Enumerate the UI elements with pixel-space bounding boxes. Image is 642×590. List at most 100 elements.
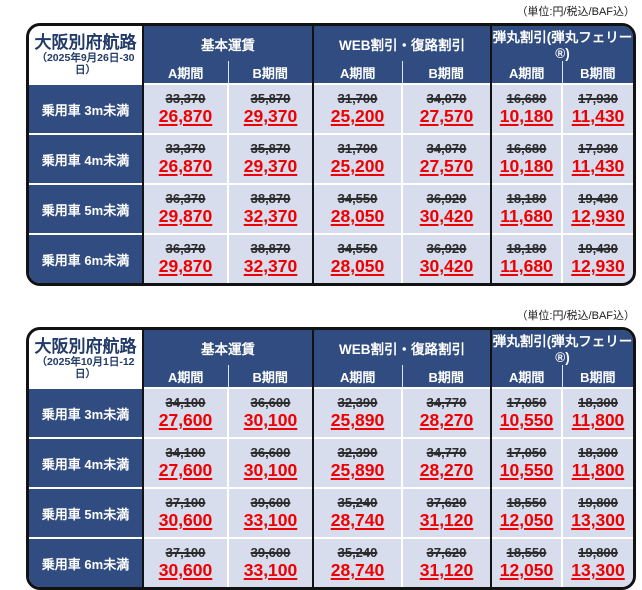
fare-cell: 19,430 12,930 (560, 183, 633, 234)
group-header-basic-fare: 基本運賃 (142, 330, 313, 365)
fare-old: 35,240 (337, 495, 378, 510)
fare-new: 11,430 (571, 156, 625, 176)
fare-old: 18,550 (506, 545, 547, 560)
unit-note: （単位:円/税込/BAF込） (516, 6, 635, 18)
fare-new: 12,930 (571, 256, 625, 276)
fare-cell: 34,070 27,570 (401, 83, 491, 134)
col-header-b: B期間 (561, 365, 633, 388)
fare-old: 19,800 (578, 545, 618, 560)
route-title-cell: 大阪別府航路 （2025年9月26日-30日） (29, 26, 143, 84)
fare-old: 36,370 (165, 241, 206, 256)
col-header-b: B期間 (401, 365, 491, 388)
fare-cell: 39,600 33,100 (227, 487, 313, 538)
fare-old: 34,100 (165, 395, 206, 410)
table-row: 乗用車 4m未満 33,370 26,870 35,870 29,370 31,70… (29, 133, 633, 184)
fare-old: 34,770 (426, 445, 467, 460)
fare-old: 34,550 (337, 241, 378, 256)
fare-cell: 16,680 10,180 (490, 83, 562, 134)
fare-new: 10,180 (499, 106, 554, 126)
period-header-row: A期間 B期間 A期間 B期間 A期間 B期間 (29, 365, 633, 388)
fare-new: 12,050 (499, 510, 554, 530)
fare-table-october: 大阪別府航路 （2025年10月1日-12日） 基本運賃 WEB割引・復路割引 … (26, 327, 636, 590)
fare-old: 39,600 (250, 495, 291, 510)
fare-cell: 18,550 12,050 (490, 487, 562, 538)
fare-old: 18,180 (506, 191, 547, 206)
fare-new: 25,200 (330, 106, 385, 126)
fare-cell: 38,870 32,370 (227, 233, 313, 283)
fare-new: 13,300 (571, 560, 625, 580)
fare-new: 33,100 (243, 510, 298, 530)
fare-cell: 35,240 28,740 (312, 537, 402, 587)
table-row: 乗用車 3m未満 33,370 26,870 35,870 29,370 31,70… (29, 83, 633, 134)
fare-new: 30,100 (243, 460, 298, 480)
fare-new: 30,600 (158, 560, 213, 580)
group-header-web-discount: WEB割引・復路割引 (312, 330, 491, 365)
fare-new: 12,050 (499, 560, 554, 580)
fare-new: 25,890 (330, 410, 385, 430)
fare-new: 28,740 (330, 510, 385, 530)
fare-new: 25,200 (330, 156, 385, 176)
fare-new: 25,890 (330, 460, 385, 480)
fare-table-september: 大阪別府航路 （2025年9月26日-30日） 基本運賃 WEB割引・復路割引 … (26, 23, 636, 286)
fare-cell: 34,070 27,570 (401, 133, 491, 184)
row-label: 乗用車 6m未満 (29, 537, 143, 587)
fare-old: 34,770 (426, 395, 467, 410)
fare-new: 28,270 (419, 410, 474, 430)
col-header-a: A期間 (142, 365, 228, 388)
fare-cell: 17,050 10,550 (490, 387, 562, 438)
route-title-cell: 大阪別府航路 （2025年10月1日-12日） (29, 330, 143, 388)
fare-old: 19,430 (578, 191, 618, 206)
fare-cell: 37,620 31,120 (401, 487, 491, 538)
fare-cell: 34,100 27,600 (142, 437, 228, 488)
fare-cell: 17,050 10,550 (490, 437, 562, 488)
row-label: 乗用車 5m未満 (29, 183, 143, 234)
fare-old: 32,390 (337, 445, 378, 460)
col-header-a: A期間 (312, 365, 402, 388)
fare-cell: 18,300 11,800 (560, 437, 633, 488)
fare-new: 28,050 (330, 256, 385, 276)
fare-new: 11,430 (571, 106, 625, 126)
fare-old: 33,370 (165, 91, 206, 106)
fare-cell: 17,930 11,430 (560, 83, 633, 134)
table-row: 乗用車 6m未満 36,370 29,870 38,870 32,370 34,55… (29, 233, 633, 283)
table-row: 乗用車 4m未満 34,100 27,600 36,600 30,100 32,39… (29, 437, 633, 488)
route-title: 大阪別府航路 (34, 33, 137, 52)
fare-old: 36,370 (165, 191, 206, 206)
fare-cell: 36,920 30,420 (401, 183, 491, 234)
group-header-dangan-discount: 弾丸割引(弾丸フェリー®) (489, 26, 633, 61)
fare-old: 35,870 (250, 141, 291, 156)
fare-cell: 18,180 11,680 (490, 183, 562, 234)
fare-old: 36,600 (250, 395, 291, 410)
fare-cell: 39,600 33,100 (227, 537, 313, 587)
fare-new: 27,570 (419, 106, 474, 126)
fare-old: 36,600 (250, 445, 291, 460)
fare-old: 36,920 (426, 241, 467, 256)
route-period: （2025年10月1日-12日） (36, 356, 135, 380)
fare-cell: 34,770 28,270 (401, 387, 491, 438)
fare-cell: 37,620 31,120 (401, 537, 491, 587)
fare-cell: 36,920 30,420 (401, 233, 491, 283)
fare-new: 29,370 (243, 106, 298, 126)
col-header-a: A期間 (312, 61, 402, 84)
fare-new: 30,420 (419, 206, 474, 226)
fare-new: 27,600 (158, 410, 213, 430)
fare-cell: 19,430 12,930 (560, 233, 633, 283)
table-row: 乗用車 3m未満 34,100 27,600 36,600 30,100 32,39… (29, 387, 633, 438)
fare-old: 31,700 (337, 91, 378, 106)
group-header-basic-fare: 基本運賃 (142, 26, 313, 61)
fare-cell: 33,370 26,870 (142, 133, 228, 184)
fare-old: 18,180 (506, 241, 547, 256)
fare-cell: 19,800 13,300 (560, 537, 633, 587)
fare-old: 18,550 (506, 495, 547, 510)
fare-cell: 36,370 29,870 (142, 233, 228, 283)
fare-new: 29,870 (158, 256, 213, 276)
fare-new: 30,600 (158, 510, 213, 530)
col-header-a: A期間 (490, 365, 562, 388)
route-title: 大阪別府航路 (34, 337, 137, 356)
fare-old: 34,100 (165, 445, 206, 460)
col-header-a: A期間 (142, 61, 228, 84)
table-row: 乗用車 5m未満 37,100 30,600 39,600 33,100 35,24… (29, 487, 633, 538)
fare-cell: 31,700 25,200 (312, 83, 402, 134)
fare-old: 37,620 (426, 545, 467, 560)
fare-cell: 17,930 11,430 (560, 133, 633, 184)
